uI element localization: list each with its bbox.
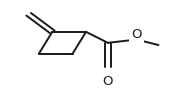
Text: O: O	[131, 28, 142, 41]
Text: O: O	[103, 75, 113, 88]
